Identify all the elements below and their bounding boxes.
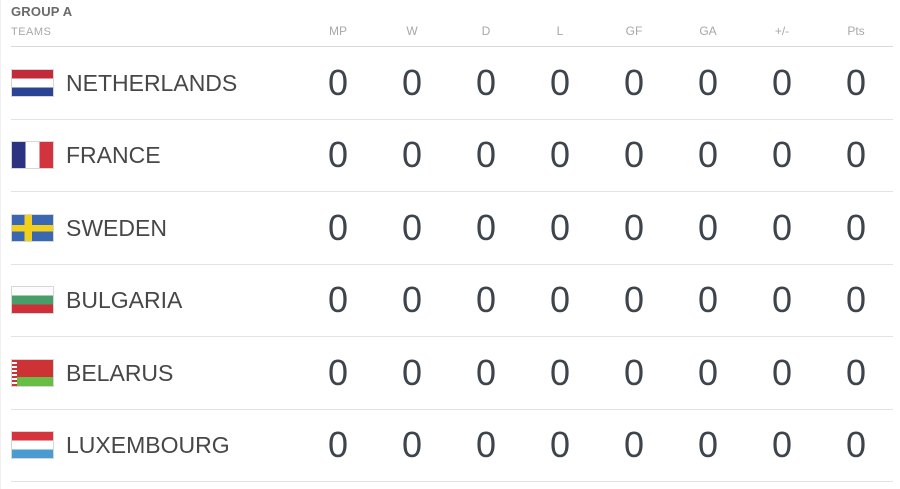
team-row[interactable]: BULGARIA 0 0 0 0 0 0 0 0 <box>11 265 893 337</box>
luxembourg-flag-icon <box>11 431 54 460</box>
team-name: BELARUS <box>66 359 174 386</box>
team-row[interactable]: SWEDEN 0 0 0 0 0 0 0 0 <box>11 192 893 265</box>
team-cell: BELARUS <box>11 358 301 387</box>
stat-column-header: GF <box>625 24 643 38</box>
stat-cell: 0 <box>401 61 423 103</box>
stat-cell: 0 <box>697 134 719 176</box>
stat-cell: 0 <box>549 351 571 393</box>
stat-cell: 0 <box>401 279 423 321</box>
group-title: GROUP A <box>11 4 73 19</box>
team-cell: NETHERLANDS <box>11 68 301 97</box>
stat-cell: 0 <box>401 134 423 176</box>
stat-cell: 0 <box>845 61 867 103</box>
stat-column-header: +/- <box>774 24 790 38</box>
stat-cell: 0 <box>475 424 497 466</box>
stat-cell: 0 <box>771 424 793 466</box>
stat-cell: 0 <box>475 351 497 393</box>
stat-cell: 0 <box>845 279 867 321</box>
team-cell: SWEDEN <box>11 213 301 242</box>
stat-column-header: GA <box>699 24 717 38</box>
stat-cell: 0 <box>623 134 645 176</box>
standings-header: GROUP A TEAMS MP W D L GF GA +/- Pts <box>11 0 893 47</box>
team-cell: LUXEMBOURG <box>11 431 301 460</box>
team-name: LUXEMBOURG <box>66 432 230 459</box>
stat-cell: 0 <box>327 279 349 321</box>
team-name: BULGARIA <box>66 287 183 314</box>
stat-cell: 0 <box>549 61 571 103</box>
stat-cell: 0 <box>697 351 719 393</box>
stat-cell: 0 <box>845 424 867 466</box>
stat-cell: 0 <box>475 206 497 248</box>
stat-column-header: W <box>406 24 418 38</box>
stat-cell: 0 <box>845 134 867 176</box>
teams-column-header: TEAMS <box>11 26 52 38</box>
stat-cell: 0 <box>549 134 571 176</box>
stat-cell: 0 <box>401 206 423 248</box>
stat-cell: 0 <box>475 61 497 103</box>
stat-cell: 0 <box>475 134 497 176</box>
stat-cell: 0 <box>549 206 571 248</box>
stat-cell: 0 <box>771 351 793 393</box>
stat-cell: 0 <box>845 351 867 393</box>
stat-cell: 0 <box>771 279 793 321</box>
stat-column-header: L <box>556 24 564 38</box>
stat-cell: 0 <box>623 61 645 103</box>
team-name: FRANCE <box>66 142 161 169</box>
stat-cell: 0 <box>623 424 645 466</box>
team-row[interactable]: FRANCE 0 0 0 0 0 0 0 0 <box>11 120 893 192</box>
team-row[interactable]: BELARUS 0 0 0 0 0 0 0 0 <box>11 337 893 410</box>
stat-cell: 0 <box>623 206 645 248</box>
stat-column-header: D <box>481 24 491 38</box>
stat-cell: 0 <box>845 206 867 248</box>
stat-cell: 0 <box>549 279 571 321</box>
stat-cell: 0 <box>623 279 645 321</box>
column-header-row: TEAMS MP W D L GF GA +/- Pts <box>11 25 893 38</box>
stat-cell: 0 <box>623 351 645 393</box>
stat-cell: 0 <box>771 206 793 248</box>
bulgaria-flag-icon <box>11 286 54 315</box>
team-cell: FRANCE <box>11 141 301 170</box>
team-row[interactable]: LUXEMBOURG 0 0 0 0 0 0 0 0 <box>11 410 893 482</box>
stat-cell: 0 <box>475 279 497 321</box>
team-cell: BULGARIA <box>11 286 301 315</box>
stat-cell: 0 <box>327 206 349 248</box>
stat-cell: 0 <box>771 134 793 176</box>
stat-cell: 0 <box>327 424 349 466</box>
stat-cell: 0 <box>327 134 349 176</box>
team-row[interactable]: NETHERLANDS 0 0 0 0 0 0 0 0 <box>11 47 893 120</box>
team-name: SWEDEN <box>66 214 167 241</box>
stat-cell: 0 <box>697 424 719 466</box>
stat-cell: 0 <box>697 61 719 103</box>
stat-column-header: MP <box>329 24 347 38</box>
belarus-flag-icon <box>11 358 54 387</box>
stat-cell: 0 <box>327 351 349 393</box>
stat-column-header: Pts <box>847 24 865 38</box>
stat-cell: 0 <box>771 61 793 103</box>
stat-cell: 0 <box>401 351 423 393</box>
netherlands-flag-icon <box>11 68 54 97</box>
stat-cell: 0 <box>327 61 349 103</box>
sweden-flag-icon <box>11 213 54 242</box>
stat-cell: 0 <box>697 206 719 248</box>
stat-cell: 0 <box>697 279 719 321</box>
stat-cell: 0 <box>549 424 571 466</box>
france-flag-icon <box>11 141 54 170</box>
team-name: NETHERLANDS <box>66 69 238 96</box>
stat-cell: 0 <box>401 424 423 466</box>
standings-rows: NETHERLANDS 0 0 0 0 0 0 0 0 FRANCE 0 0 0 0 0 0 0 0 SWE… <box>1 47 900 482</box>
